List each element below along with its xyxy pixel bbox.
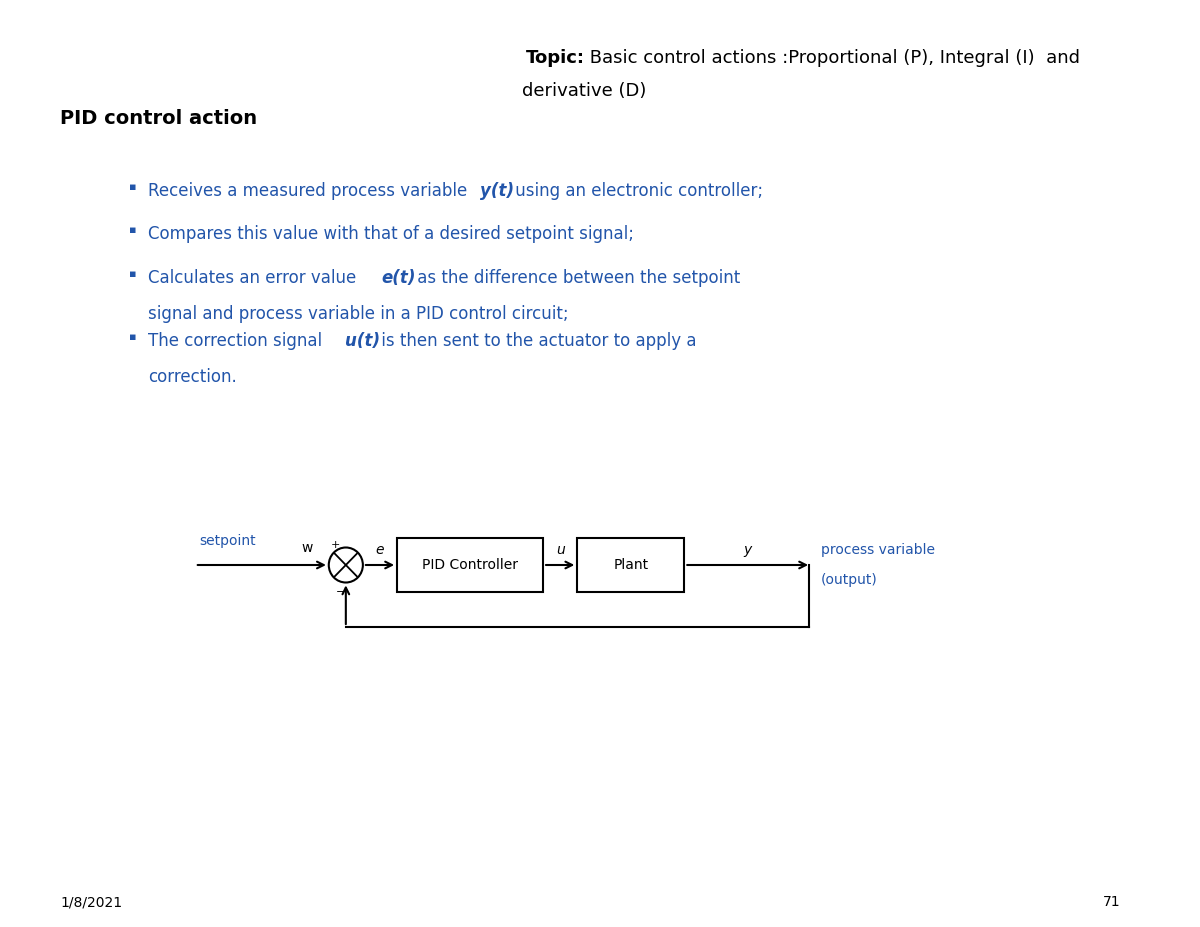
Text: Basic control actions :Proportional (P), Integral (I)  and: Basic control actions :Proportional (P),… <box>584 49 1080 67</box>
Text: Receives a measured process variable: Receives a measured process variable <box>148 182 473 200</box>
Text: using an electronic controller;: using an electronic controller; <box>510 182 763 200</box>
Text: Plant: Plant <box>613 558 648 572</box>
Text: (output): (output) <box>821 573 877 587</box>
Text: signal and process variable in a PID control circuit;: signal and process variable in a PID con… <box>148 305 569 323</box>
Text: PID Controller: PID Controller <box>422 558 518 572</box>
Text: is then sent to the actuator to apply a: is then sent to the actuator to apply a <box>376 332 696 350</box>
FancyBboxPatch shape <box>577 538 684 592</box>
Text: process variable: process variable <box>821 543 935 557</box>
Text: e(t): e(t) <box>382 269 415 287</box>
Text: y: y <box>744 543 751 557</box>
Text: The correction signal: The correction signal <box>148 332 328 350</box>
Text: Topic:: Topic: <box>526 49 584 67</box>
Text: y(t): y(t) <box>480 182 514 200</box>
Text: +: + <box>331 540 340 550</box>
Text: correction.: correction. <box>148 368 236 386</box>
Text: ▪: ▪ <box>128 269 136 279</box>
Text: w: w <box>301 541 313 555</box>
Text: e: e <box>376 543 384 557</box>
Text: setpoint: setpoint <box>199 534 257 548</box>
Text: PID control action: PID control action <box>60 109 258 128</box>
Text: ▪: ▪ <box>128 332 136 342</box>
Text: u: u <box>556 543 564 557</box>
Text: 71: 71 <box>1103 895 1121 909</box>
Text: ▪: ▪ <box>128 225 136 235</box>
Text: ▪: ▪ <box>128 182 136 192</box>
Text: Calculates an error value: Calculates an error value <box>148 269 361 287</box>
Text: u(t): u(t) <box>346 332 380 350</box>
Text: derivative (D): derivative (D) <box>522 82 647 100</box>
Text: −: − <box>336 587 346 596</box>
Text: as the difference between the setpoint: as the difference between the setpoint <box>412 269 740 287</box>
Text: Compares this value with that of a desired setpoint signal;: Compares this value with that of a desir… <box>148 225 634 243</box>
Text: 1/8/2021: 1/8/2021 <box>60 895 122 909</box>
FancyBboxPatch shape <box>397 538 544 592</box>
